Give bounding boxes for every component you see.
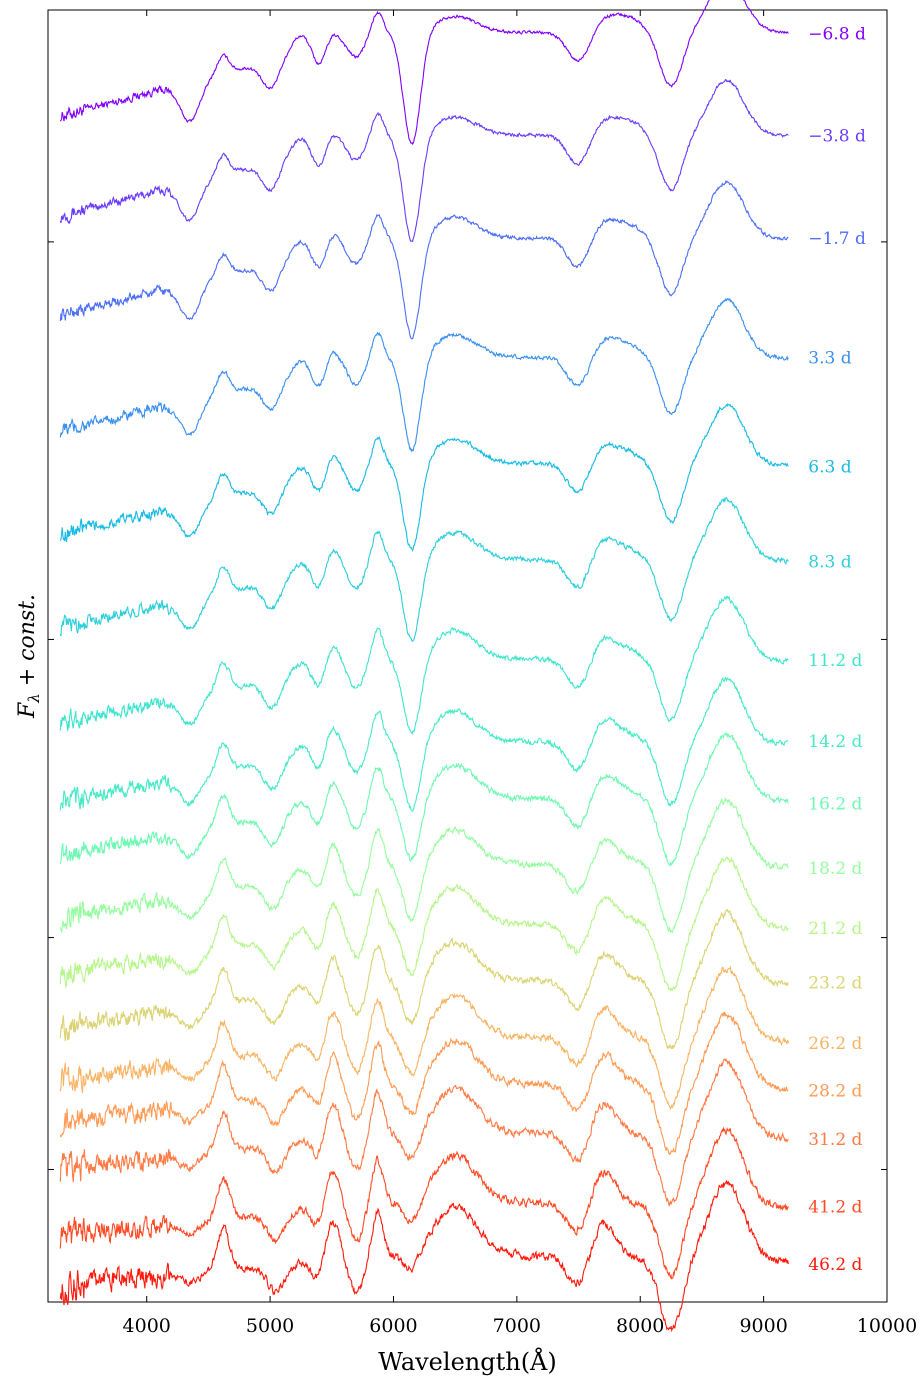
- spectrum-epoch-label: 23.2 d: [808, 974, 862, 994]
- spectrum-epoch-label: −3.8 d: [808, 127, 866, 147]
- spectrum-line: [59, 496, 789, 642]
- spectrum-epoch-label: 6.3 d: [808, 457, 851, 477]
- spectrum-epoch-label: 8.3 d: [808, 553, 851, 573]
- spectrum-epoch-label: 26.2 d: [808, 1034, 862, 1054]
- spectrum-line: [59, 1011, 789, 1156]
- spectrum-line: [59, 179, 789, 340]
- spectrum-line: [59, 297, 789, 453]
- spectrum-line: [59, 908, 789, 1050]
- spectrum-line: [59, 965, 789, 1111]
- series-layer: −6.8 d −3.8 d −1.7 d 3.3 d 6.3 d 8.3 d 11.2 d 1…: [59, 0, 866, 1333]
- spectrum-line: [59, 1180, 789, 1333]
- axis-layer: 4000 5000 6000 7000 8000 9000 10000: [48, 10, 917, 1337]
- x-tick-label: 5000: [246, 1315, 294, 1337]
- x-axis-label: Wavelength(Å): [378, 1347, 557, 1376]
- spectrum-line: [59, 0, 789, 146]
- x-tick-label: 4000: [123, 1315, 171, 1337]
- spectrum-line: [59, 595, 789, 735]
- spectrum-line: [59, 676, 789, 812]
- spectrum-line: [59, 1126, 789, 1280]
- spectrum-epoch-label: 3.3 d: [808, 349, 851, 369]
- spectrum-line: [59, 731, 789, 867]
- spectrum-line: [59, 797, 789, 934]
- plot-frame: [47, 9, 888, 1303]
- spectrum-epoch-label: 31.2 d: [808, 1130, 862, 1150]
- x-tick-label: 8000: [616, 1315, 664, 1337]
- x-tick-label: 9000: [739, 1315, 787, 1337]
- y-axis-label: Fλ + const.: [15, 594, 43, 719]
- spectrum-epoch-label: 28.2 d: [808, 1082, 862, 1102]
- x-tick-label: 10000: [857, 1315, 917, 1337]
- spectrum-epoch-label: −1.7 d: [808, 229, 866, 249]
- spectrum-epoch-label: 46.2 d: [808, 1255, 862, 1275]
- spectrum-line: [59, 1058, 789, 1207]
- spectrum-epoch-label: 41.2 d: [808, 1197, 862, 1217]
- spectrum-line: [59, 403, 789, 552]
- spectrum-line: [59, 79, 789, 243]
- x-tick-label: 7000: [493, 1315, 541, 1337]
- spectrum-epoch-label: 14.2 d: [808, 732, 862, 752]
- spectrum-epoch-label: 18.2 d: [808, 859, 862, 879]
- spectrum-epoch-label: 11.2 d: [808, 651, 862, 671]
- spectrum-epoch-label: 16.2 d: [808, 794, 862, 814]
- spectrum-epoch-label: 21.2 d: [808, 919, 862, 939]
- x-tick-label: 6000: [369, 1315, 417, 1337]
- spectrum-line: [59, 856, 789, 992]
- spectrum-epoch-label: −6.8 d: [808, 24, 866, 44]
